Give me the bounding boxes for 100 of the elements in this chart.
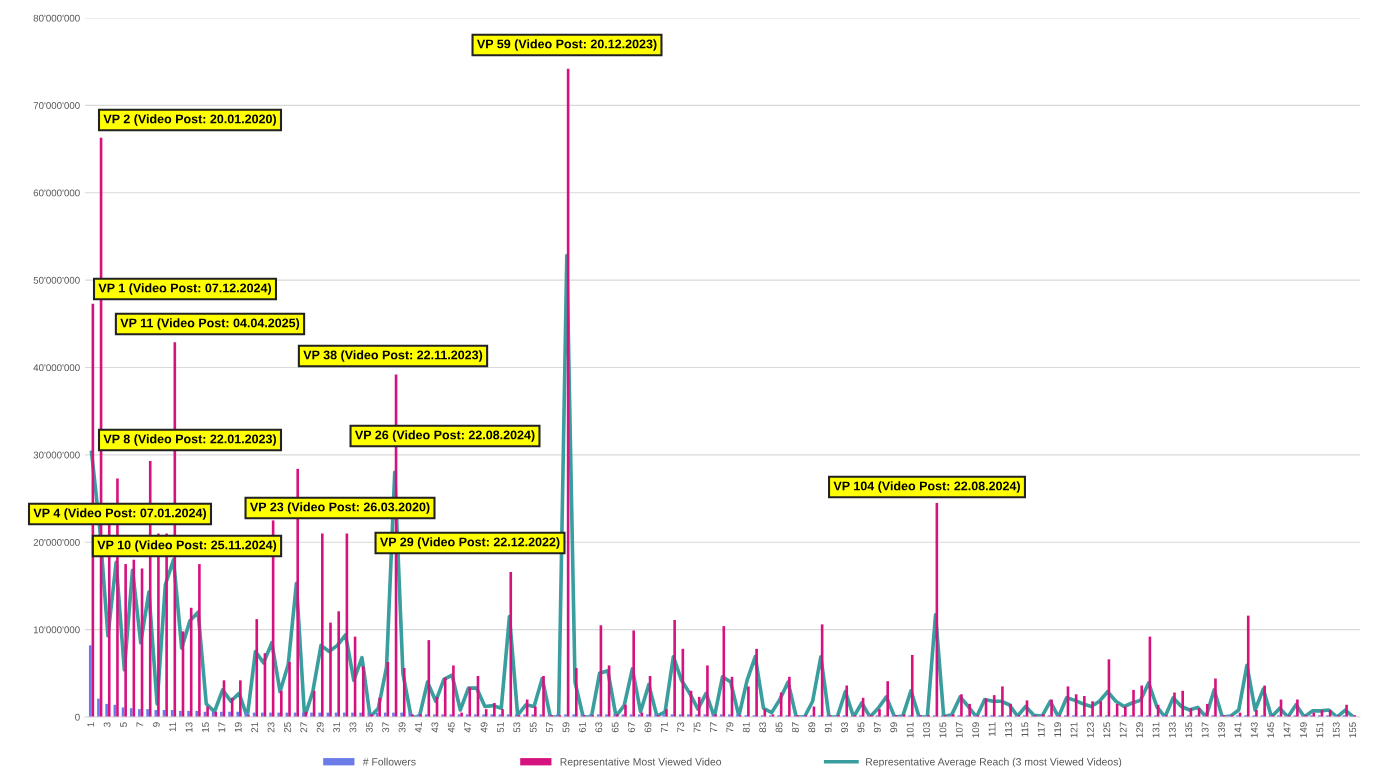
- x-tick-label: 135: [1185, 722, 1193, 738]
- x-tick-label: 5: [120, 722, 127, 727]
- x-tick-label: 115: [1021, 722, 1029, 737]
- x-tick-label: 27: [300, 722, 308, 733]
- y-tick-label: 80'000'000: [33, 14, 80, 22]
- x-tick-label: 59: [562, 722, 570, 733]
- x-tick-label: 75: [693, 722, 701, 733]
- legend-label: Representative Most Viewed Video: [560, 757, 722, 767]
- x-tick-label: 153: [1332, 722, 1340, 738]
- x-tick-label: 63: [595, 722, 603, 733]
- x-tick-label: 83: [759, 722, 767, 733]
- x-tick-label: 25: [283, 722, 291, 733]
- y-tick-label: 60'000'000: [33, 189, 80, 197]
- x-tick-label: 23: [267, 722, 275, 733]
- x-tick-label: 69: [644, 722, 652, 733]
- x-tick-label: 109: [972, 722, 980, 738]
- annotation: VP 10 (Video Post: 25.11.2024): [97, 540, 277, 552]
- x-tick-label: 123: [1086, 722, 1094, 738]
- x-tick-label: 117: [1037, 722, 1045, 737]
- x-tick-label: 133: [1168, 722, 1176, 738]
- y-tick-label: 10'000'000: [33, 626, 80, 634]
- y-tick-label: 20'000'000: [33, 538, 80, 546]
- x-tick-label: 65: [611, 722, 619, 733]
- x-tick-label: 143: [1250, 722, 1258, 738]
- x-tick-label: 57: [546, 722, 554, 733]
- x-tick-label: 137: [1201, 722, 1209, 738]
- x-tick-label: 67: [628, 722, 635, 733]
- x-tick-label: 51: [497, 722, 504, 733]
- x-tick-label: 129: [1136, 722, 1144, 738]
- x-tick-label: 97: [873, 722, 881, 733]
- x-tick-label: 149: [1300, 722, 1307, 738]
- x-tick-label: 47: [464, 722, 471, 733]
- x-tick-label: 125: [1103, 722, 1111, 738]
- y-tick-label: 0: [75, 713, 80, 721]
- x-tick-label: 145: [1267, 722, 1275, 738]
- x-tick-label: 119: [1054, 722, 1062, 737]
- x-tick-label: 41: [415, 722, 422, 733]
- annotation: VP 23 (Video Post: 26.03.2020): [249, 502, 430, 514]
- x-tick-label: 11: [169, 722, 177, 732]
- x-tick-label: 9: [152, 722, 160, 727]
- x-tick-label: 3: [103, 722, 111, 727]
- x-tick-label: 107: [955, 722, 963, 738]
- x-tick-label: 43: [431, 722, 439, 733]
- x-tick-label: 21: [251, 722, 258, 733]
- x-tick-label: 99: [890, 722, 898, 733]
- x-tick-label: 35: [365, 722, 373, 733]
- y-tick-label: 50'000'000: [33, 276, 80, 284]
- annotation: VP 8 (Video Post: 22.01.2023): [103, 434, 277, 446]
- y-tick-label: 70'000'000: [33, 102, 80, 109]
- x-tick-label: 77: [710, 722, 717, 733]
- annotation: VP 38 (Video Post: 22.11.2023): [303, 350, 483, 362]
- x-tick-label: 17: [218, 722, 226, 732]
- annotation: VP 26 (Video Post: 22.08.2024): [354, 430, 535, 442]
- annotation: VP 11 (Video Post: 04.04.2025): [120, 318, 300, 330]
- annotation: VP 2 (Video Post: 20.01.2020): [103, 114, 277, 126]
- x-tick-label: 39: [398, 722, 406, 733]
- x-tick-label: 55: [529, 722, 537, 733]
- x-tick-label: 103: [923, 722, 930, 738]
- legend-label: Representative Average Reach (3 most Viewed Videos): [866, 757, 1122, 767]
- x-tick-label: 151: [1316, 722, 1324, 738]
- x-tick-label: 127: [1119, 722, 1127, 738]
- y-tick-label: 30'000'000: [33, 451, 80, 459]
- x-tick-label: 71: [660, 722, 668, 733]
- x-tick-label: 61: [578, 722, 586, 733]
- x-tick-label: 19: [234, 722, 242, 732]
- x-tick-label: 45: [447, 722, 455, 733]
- x-tick-label: 91: [824, 722, 832, 733]
- annotation: VP 1 (Video Post: 07.12.2024): [98, 283, 272, 295]
- x-tick-label: 73: [677, 722, 685, 733]
- x-tick-label: 105: [939, 722, 947, 738]
- x-tick-label: 147: [1283, 722, 1291, 738]
- x-tick-label: 1: [87, 722, 95, 727]
- annotation: VP 4 (Video Post: 07.01.2024): [33, 508, 207, 520]
- annotation: VP 59 (Video Post: 20.12.2023): [476, 39, 657, 51]
- x-tick-label: 111: [988, 722, 996, 736]
- x-tick-label: 37: [382, 722, 390, 733]
- x-tick-label: 13: [185, 722, 193, 732]
- x-tick-label: 95: [857, 722, 865, 733]
- x-tick-label: 49: [480, 722, 488, 733]
- x-tick-label: 7: [136, 722, 144, 727]
- x-tick-label: 87: [791, 722, 799, 733]
- x-tick-label: 139: [1218, 722, 1225, 738]
- x-tick-label: 33: [349, 722, 357, 733]
- x-tick-label: 101: [906, 722, 914, 738]
- annotation: VP 104 (Video Post: 22.08.2024): [833, 481, 1020, 493]
- annotation: VP 29 (Video Post: 22.12.2022): [379, 537, 560, 549]
- x-tick-label: 29: [316, 722, 324, 733]
- x-tick-label: 93: [841, 722, 849, 733]
- x-tick-label: 131: [1152, 722, 1160, 738]
- x-tick-label: 53: [513, 722, 521, 733]
- x-tick-label: 113: [1005, 722, 1012, 737]
- x-tick-label: 85: [775, 722, 783, 733]
- x-tick-label: 155: [1349, 722, 1357, 738]
- x-tick-label: 141: [1234, 722, 1242, 738]
- x-tick-label: 81: [742, 722, 750, 733]
- y-tick-label: 40'000'000: [33, 364, 80, 372]
- legend-label: # Followers: [362, 757, 416, 766]
- x-tick-label: 121: [1070, 722, 1078, 738]
- x-tick-label: 31: [333, 722, 340, 733]
- x-tick-label: 89: [808, 722, 816, 733]
